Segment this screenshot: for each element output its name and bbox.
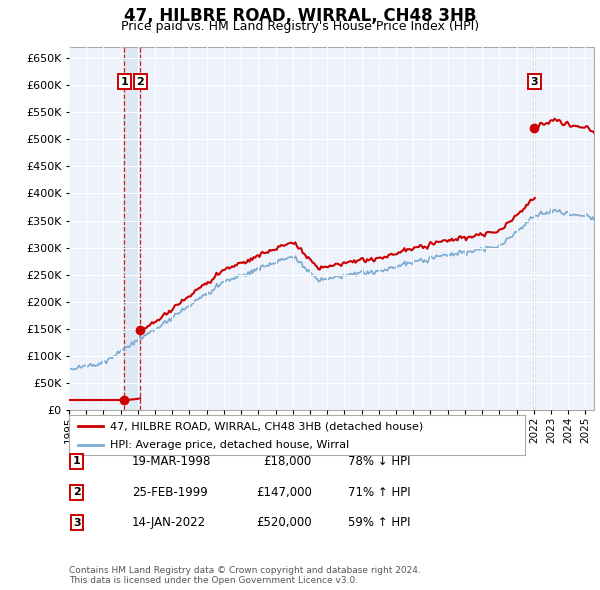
Text: 2: 2 xyxy=(137,77,145,87)
Text: Contains HM Land Registry data © Crown copyright and database right 2024.
This d: Contains HM Land Registry data © Crown c… xyxy=(69,566,421,585)
Text: £147,000: £147,000 xyxy=(256,486,312,499)
Text: 3: 3 xyxy=(530,77,538,87)
Text: 1: 1 xyxy=(73,457,80,466)
Text: 25-FEB-1999: 25-FEB-1999 xyxy=(132,486,208,499)
Text: 47, HILBRE ROAD, WIRRAL, CH48 3HB (detached house): 47, HILBRE ROAD, WIRRAL, CH48 3HB (detac… xyxy=(110,421,423,431)
Text: 71% ↑ HPI: 71% ↑ HPI xyxy=(348,486,410,499)
Text: 3: 3 xyxy=(73,518,80,527)
Text: Price paid vs. HM Land Registry's House Price Index (HPI): Price paid vs. HM Land Registry's House … xyxy=(121,20,479,33)
Text: 19-MAR-1998: 19-MAR-1998 xyxy=(132,455,211,468)
Text: 59% ↑ HPI: 59% ↑ HPI xyxy=(348,516,410,529)
Text: 1: 1 xyxy=(121,77,128,87)
Text: 47, HILBRE ROAD, WIRRAL, CH48 3HB: 47, HILBRE ROAD, WIRRAL, CH48 3HB xyxy=(124,7,476,25)
Text: 2: 2 xyxy=(73,487,80,497)
Text: 14-JAN-2022: 14-JAN-2022 xyxy=(132,516,206,529)
Text: HPI: Average price, detached house, Wirral: HPI: Average price, detached house, Wirr… xyxy=(110,440,349,450)
Text: £18,000: £18,000 xyxy=(264,455,312,468)
Text: £520,000: £520,000 xyxy=(256,516,312,529)
Bar xyxy=(124,47,140,410)
Text: 78% ↓ HPI: 78% ↓ HPI xyxy=(348,455,410,468)
